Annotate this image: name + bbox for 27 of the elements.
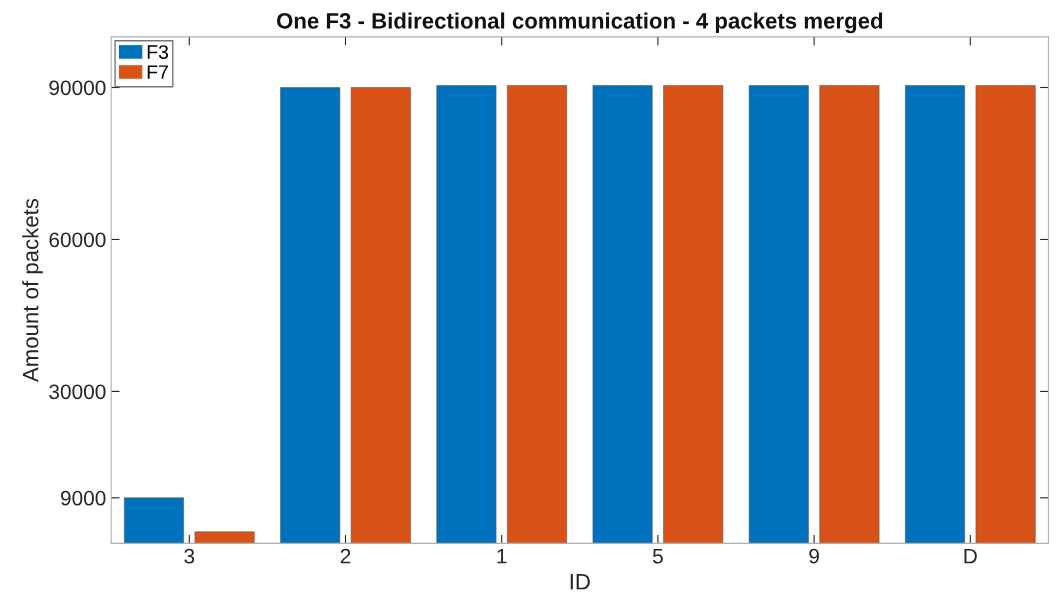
bar (663, 85, 724, 544)
bar (124, 497, 184, 544)
x-tick-label: 1 (497, 549, 507, 564)
x-axis-title: ID (570, 574, 590, 590)
y-tick-label: 90000 (49, 80, 106, 96)
bar (436, 85, 497, 544)
bar (350, 87, 411, 544)
chart-title: One F3 - Bidirectional communication - 4 packets merged (276, 12, 883, 34)
bar (280, 87, 341, 544)
bar (507, 85, 567, 544)
bar (592, 85, 653, 544)
bar (975, 85, 1036, 544)
y-axis-title: Amount of packets (22, 198, 43, 383)
bar (748, 85, 809, 544)
y-tick-label: 9000 (60, 490, 106, 506)
legend-label: F7 (147, 65, 168, 79)
x-tick-label: D (964, 549, 977, 564)
x-tick-label: 5 (652, 549, 663, 564)
x-tick-label: 2 (340, 548, 351, 564)
bar (819, 85, 880, 544)
x-tick-label: 9 (809, 548, 819, 564)
bar (905, 85, 965, 544)
bar (194, 531, 255, 544)
y-tick-label: 30000 (49, 384, 106, 400)
legend-label: F3 (147, 45, 169, 59)
y-tick-label: 60000 (49, 232, 106, 248)
x-tick-label: 3 (184, 548, 195, 564)
